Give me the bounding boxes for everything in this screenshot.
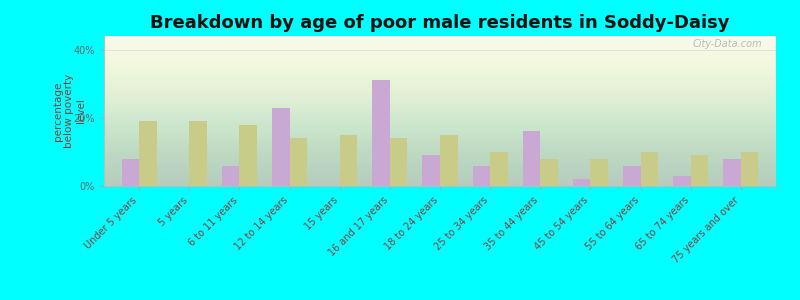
Bar	[522, 131, 540, 186]
Bar	[641, 152, 658, 186]
Bar	[673, 176, 690, 186]
Y-axis label: percentage
below poverty
level: percentage below poverty level	[53, 74, 86, 148]
Bar	[723, 159, 741, 186]
Bar	[623, 166, 641, 186]
Bar	[239, 124, 257, 186]
Bar	[573, 179, 590, 186]
Title: Breakdown by age of poor male residents in Soddy-Daisy: Breakdown by age of poor male residents …	[150, 14, 730, 32]
Bar	[590, 159, 608, 186]
Bar	[440, 135, 458, 186]
Bar	[290, 138, 307, 186]
Bar	[540, 159, 558, 186]
Bar	[340, 135, 358, 186]
Bar	[272, 108, 290, 186]
Bar	[690, 155, 708, 186]
Bar	[222, 166, 239, 186]
Text: City-Data.com: City-Data.com	[693, 39, 762, 49]
Bar	[372, 80, 390, 186]
Bar	[473, 166, 490, 186]
Bar	[422, 155, 440, 186]
Bar	[490, 152, 508, 186]
Bar	[741, 152, 758, 186]
Bar	[190, 121, 207, 186]
Bar	[122, 159, 139, 186]
Bar	[139, 121, 157, 186]
Bar	[390, 138, 407, 186]
